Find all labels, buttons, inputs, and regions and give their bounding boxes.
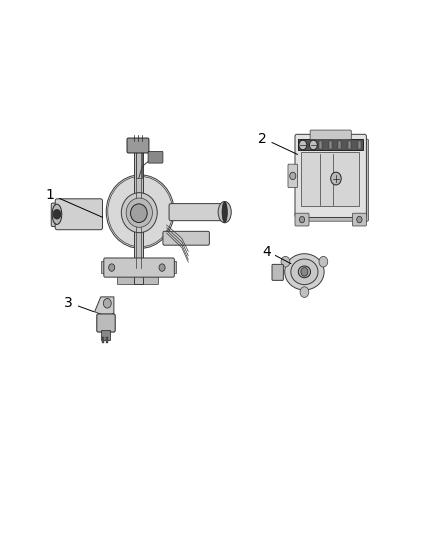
FancyBboxPatch shape — [117, 272, 159, 285]
FancyBboxPatch shape — [295, 213, 309, 226]
Circle shape — [281, 256, 290, 267]
Bar — [309, 141, 312, 149]
Bar — [319, 141, 322, 149]
Ellipse shape — [108, 176, 173, 247]
FancyBboxPatch shape — [295, 134, 366, 217]
FancyBboxPatch shape — [298, 139, 368, 221]
Bar — [101, 330, 110, 340]
Ellipse shape — [285, 254, 324, 290]
FancyBboxPatch shape — [169, 204, 224, 221]
Bar — [134, 145, 143, 284]
Circle shape — [299, 140, 307, 150]
Bar — [171, 261, 176, 273]
Bar — [136, 149, 142, 178]
Ellipse shape — [131, 204, 147, 223]
Bar — [357, 141, 360, 149]
Circle shape — [331, 172, 341, 185]
FancyBboxPatch shape — [310, 130, 351, 140]
Bar — [301, 152, 359, 206]
Polygon shape — [95, 297, 114, 317]
Ellipse shape — [298, 266, 311, 278]
FancyBboxPatch shape — [352, 213, 366, 226]
Circle shape — [109, 264, 115, 271]
Ellipse shape — [222, 202, 227, 222]
FancyBboxPatch shape — [163, 231, 209, 245]
Circle shape — [53, 209, 61, 219]
Ellipse shape — [291, 259, 318, 285]
FancyBboxPatch shape — [148, 151, 163, 163]
Text: 4: 4 — [262, 245, 271, 259]
Bar — [328, 141, 332, 149]
Ellipse shape — [106, 175, 174, 248]
Ellipse shape — [52, 204, 62, 224]
Bar — [338, 141, 341, 149]
Circle shape — [103, 298, 111, 308]
Bar — [106, 337, 108, 343]
Bar — [299, 141, 302, 149]
FancyBboxPatch shape — [55, 199, 102, 230]
Ellipse shape — [126, 198, 152, 228]
FancyBboxPatch shape — [127, 138, 149, 153]
FancyBboxPatch shape — [104, 258, 174, 277]
Circle shape — [159, 264, 165, 271]
Text: 3: 3 — [64, 296, 72, 310]
Text: 2: 2 — [258, 132, 267, 146]
Text: 1: 1 — [46, 188, 55, 201]
Bar — [101, 261, 106, 273]
Ellipse shape — [218, 201, 231, 223]
Circle shape — [319, 256, 328, 267]
FancyBboxPatch shape — [97, 314, 115, 332]
FancyBboxPatch shape — [51, 203, 67, 227]
FancyBboxPatch shape — [288, 164, 297, 188]
Bar — [348, 141, 351, 149]
Circle shape — [300, 287, 309, 297]
FancyBboxPatch shape — [272, 264, 283, 280]
Circle shape — [357, 216, 362, 223]
Ellipse shape — [121, 193, 157, 233]
Circle shape — [299, 216, 304, 223]
Circle shape — [309, 140, 317, 150]
Circle shape — [290, 172, 296, 180]
Bar — [102, 337, 104, 343]
Circle shape — [301, 268, 308, 276]
Bar — [297, 139, 363, 150]
